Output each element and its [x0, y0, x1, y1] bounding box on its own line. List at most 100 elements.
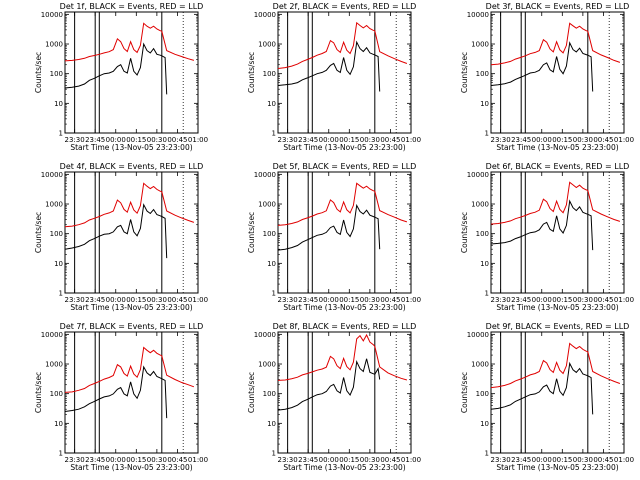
- plot-frame: [64, 171, 199, 294]
- plot-title: Det 8f, BLACK = Events, RED = LLD: [273, 322, 417, 331]
- y-axis-label: Counts/sec: [34, 372, 43, 413]
- y-tick-label: 10: [54, 420, 63, 428]
- series-line-lld: [277, 182, 408, 226]
- x-tick-label: 01:00: [614, 296, 634, 304]
- subplot-det-5f: Det 5f, BLACK = Events, RED = LLD 1 10 100 1…: [247, 162, 421, 312]
- x-axis-label: Start Time (13-Nov-05 23:23:00): [283, 463, 405, 472]
- x-tick-label: 00:30: [360, 136, 380, 144]
- series-line-lld: [490, 22, 621, 66]
- x-tick-label: 23:30: [65, 296, 85, 304]
- x-tick-label: 01:00: [188, 296, 208, 304]
- y-tick-label: 1: [485, 450, 489, 458]
- x-tick-label: 00:30: [573, 456, 593, 464]
- x-tick-label: 00:45: [380, 456, 400, 464]
- subplot-det-2f: Det 2f, BLACK = Events, RED = LLD 1 10 100 1…: [247, 2, 421, 152]
- y-tick-label: 10: [480, 420, 489, 428]
- plot-title: Det 2f, BLACK = Events, RED = LLD: [273, 2, 417, 11]
- y-tick-label: 10: [54, 100, 63, 108]
- y-tick-label: 1000: [258, 41, 276, 49]
- series-line-events: [490, 361, 594, 415]
- x-tick-label: 23:30: [491, 456, 511, 464]
- x-tick-label: 23:30: [491, 296, 511, 304]
- x-axis-label: Start Time (13-Nov-05 23:23:00): [496, 463, 618, 472]
- x-tick-label: 00:15: [339, 136, 359, 144]
- y-tick-label: 1: [485, 290, 489, 298]
- x-tick-label: 01:00: [188, 136, 208, 144]
- x-tick-label: 23:45: [298, 136, 318, 144]
- x-tick-label: 00:15: [552, 136, 572, 144]
- y-tick-label: 10000: [254, 331, 276, 339]
- x-axis-label: Start Time (13-Nov-05 23:23:00): [283, 143, 405, 152]
- y-tick-label: 1: [272, 450, 276, 458]
- x-tick-label: 00:00: [106, 456, 126, 464]
- y-axis-label: Counts/sec: [247, 212, 256, 253]
- plot-title: Det 6f, BLACK = Events, RED = LLD: [486, 162, 630, 171]
- y-tick-label: 1: [59, 290, 63, 298]
- x-tick-label: 23:45: [85, 136, 105, 144]
- y-tick-label: 10000: [41, 171, 63, 179]
- x-tick-label: 01:00: [401, 456, 421, 464]
- series-line-lld: [277, 21, 408, 69]
- x-tick-label: 00:00: [319, 136, 339, 144]
- x-tick-label: 00:45: [593, 136, 613, 144]
- y-tick-label: 1000: [471, 201, 489, 209]
- plot-frame: [64, 331, 199, 454]
- y-tick-label: 10000: [467, 171, 489, 179]
- x-tick-label: 01:00: [401, 136, 421, 144]
- x-tick-label: 23:45: [298, 296, 318, 304]
- subplot-det-4f: Det 4f, BLACK = Events, RED = LLD 1 10 100 1…: [34, 162, 208, 312]
- x-tick-label: 23:30: [278, 136, 298, 144]
- series-line-lld: [64, 182, 195, 228]
- x-tick-label: 00:30: [573, 296, 593, 304]
- x-tick-label: 00:15: [126, 136, 146, 144]
- series-line-lld: [277, 333, 408, 381]
- x-tick-label: 00:45: [380, 296, 400, 304]
- series-line-events: [64, 203, 168, 259]
- plot-frame: [490, 11, 625, 134]
- x-tick-label: 23:30: [278, 296, 298, 304]
- y-tick-label: 10000: [467, 11, 489, 19]
- plot-title: Det 7f, BLACK = Events, RED = LLD: [60, 322, 204, 331]
- x-tick-label: 00:45: [593, 296, 613, 304]
- series-line-lld: [64, 346, 195, 393]
- y-tick-label: 100: [50, 390, 63, 398]
- plot-frame: [490, 171, 625, 294]
- subplot-det-9f: Det 9f, BLACK = Events, RED = LLD 1 10 100 1…: [460, 322, 634, 472]
- series-line-lld: [64, 22, 195, 62]
- subplot-det-1f: Det 1f, BLACK = Events, RED = LLD 1 10 100 1…: [34, 2, 208, 152]
- series-line-events: [64, 42, 168, 95]
- y-tick-label: 10: [267, 420, 276, 428]
- y-tick-label: 100: [263, 390, 276, 398]
- y-tick-label: 100: [263, 230, 276, 238]
- y-tick-label: 1: [59, 450, 63, 458]
- x-tick-label: 23:45: [85, 296, 105, 304]
- y-tick-label: 100: [50, 70, 63, 78]
- x-tick-label: 23:45: [85, 456, 105, 464]
- x-tick-label: 23:45: [511, 456, 531, 464]
- y-tick-label: 1: [59, 130, 63, 138]
- y-tick-label: 100: [476, 390, 489, 398]
- y-tick-label: 1000: [471, 41, 489, 49]
- x-tick-label: 00:15: [126, 456, 146, 464]
- plot-title: Det 4f, BLACK = Events, RED = LLD: [60, 162, 204, 171]
- y-tick-label: 1000: [258, 201, 276, 209]
- x-tick-label: 00:00: [532, 296, 552, 304]
- x-tick-label: 00:15: [339, 296, 359, 304]
- x-tick-label: 00:30: [360, 296, 380, 304]
- y-axis-label: Counts/sec: [460, 52, 469, 93]
- series-line-events: [277, 358, 381, 411]
- subplot-det-7f: Det 7f, BLACK = Events, RED = LLD 1 10 100 1…: [34, 322, 208, 472]
- series-line-lld: [490, 342, 621, 389]
- y-tick-label: 10: [267, 260, 276, 268]
- y-tick-label: 1: [272, 130, 276, 138]
- y-tick-label: 1000: [45, 201, 63, 209]
- y-axis-label: Counts/sec: [247, 372, 256, 413]
- y-tick-label: 1000: [45, 41, 63, 49]
- x-tick-label: 00:00: [106, 136, 126, 144]
- x-tick-label: 01:00: [401, 296, 421, 304]
- subplot-det-3f: Det 3f, BLACK = Events, RED = LLD 1 10 100 1…: [460, 2, 634, 152]
- y-tick-label: 100: [476, 230, 489, 238]
- plot-frame: [64, 11, 199, 134]
- y-tick-label: 10000: [41, 11, 63, 19]
